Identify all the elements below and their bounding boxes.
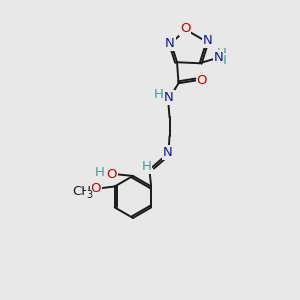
- Text: O: O: [197, 74, 207, 87]
- Text: O: O: [90, 182, 101, 195]
- Text: N: N: [163, 146, 173, 159]
- Text: N: N: [165, 37, 175, 50]
- Text: O: O: [180, 22, 190, 35]
- Text: O: O: [107, 168, 117, 181]
- Text: N: N: [203, 34, 213, 46]
- Text: H: H: [154, 88, 164, 101]
- Text: 3: 3: [86, 190, 93, 200]
- Text: H: H: [94, 166, 104, 178]
- Text: H: H: [142, 160, 152, 173]
- Text: H: H: [217, 54, 226, 67]
- Text: N: N: [164, 91, 173, 104]
- Text: H: H: [217, 47, 226, 60]
- Text: N: N: [214, 51, 224, 64]
- Text: CH: CH: [72, 185, 91, 198]
